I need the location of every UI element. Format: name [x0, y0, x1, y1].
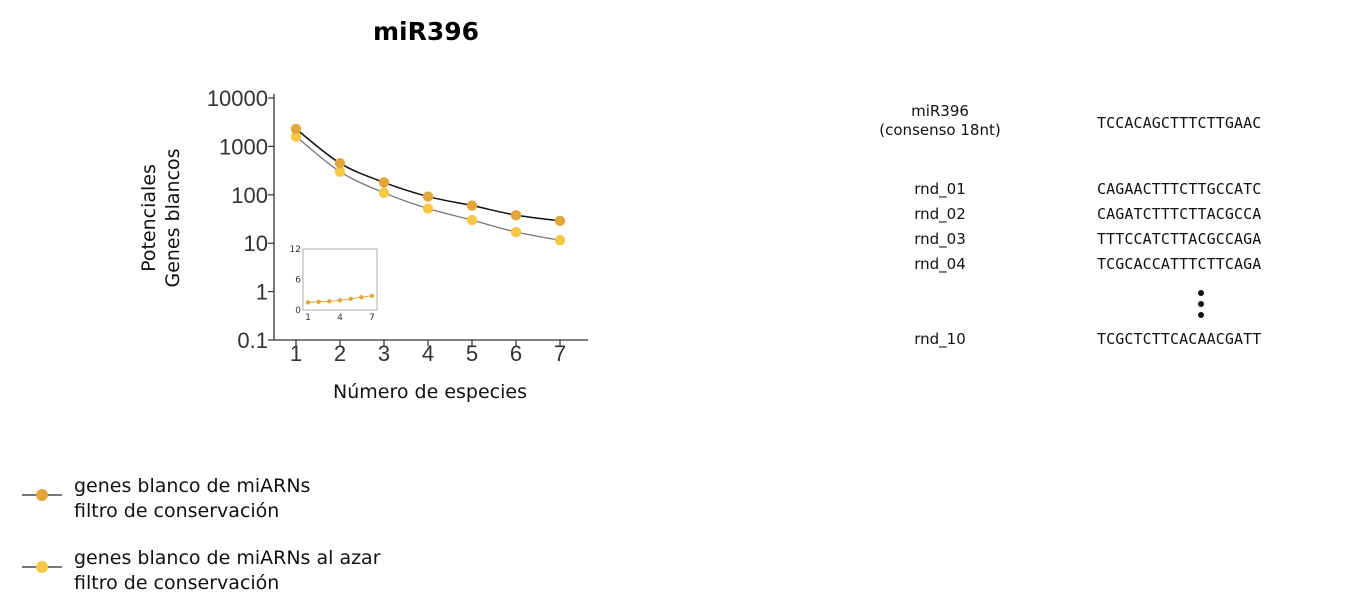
y-axis-label: Potenciales Genes blancos: [138, 148, 184, 287]
legend-dot: [36, 489, 48, 501]
inset-y-tick-label: 12: [290, 245, 301, 255]
inset-x-tick-label: 1: [305, 313, 311, 323]
y-tick-label: 10000: [207, 86, 268, 111]
x-tick-label: 4: [422, 341, 434, 366]
data-point: [422, 191, 434, 202]
x-axis-label: Número de especies: [333, 381, 527, 403]
consensus-note: (consenso 18nt): [879, 121, 1001, 139]
legend-marker: [22, 560, 62, 574]
data-point: [334, 166, 346, 177]
sequence-value: CAGATCTTTCTTACGCCA: [1097, 205, 1262, 223]
sequence-row: rnd_01 CAGAACTTTCTTGCCATC: [860, 180, 1330, 204]
consensus-name: miR396: [911, 102, 969, 120]
sequence-name: rnd_04: [914, 255, 966, 273]
inset-data-point: [337, 298, 343, 303]
x-tick-label: 2: [334, 341, 346, 366]
chart-title: miR396: [373, 17, 479, 46]
data-point: [422, 203, 434, 214]
sequence-name: rnd_03: [914, 230, 966, 248]
inset-chart: 0 6 12 1 4 7: [290, 245, 378, 323]
data-point: [554, 235, 566, 246]
data-point: [290, 123, 302, 135]
data-point: [510, 209, 522, 221]
inset-y-tick-label: 6: [295, 276, 301, 286]
sequence-name: rnd_02: [914, 205, 966, 223]
x-tick-label: 7: [554, 341, 566, 366]
x-tick-label: 6: [510, 341, 522, 366]
data-point: [466, 214, 478, 226]
data-point: [466, 200, 478, 211]
series-layer: [290, 123, 566, 246]
legend-label: genes blanco de miARNs filtro de conserv…: [74, 475, 311, 522]
y-tick-label: 0.1: [237, 328, 268, 353]
inset-y-tick-label: 0: [295, 306, 301, 316]
sequence-name: rnd_01: [914, 180, 966, 198]
sequence-row: rnd_04 TCGCACCATTTCTTCAGA: [860, 255, 1330, 279]
sequence-value: CAGAACTTTCTTGCCATC: [1097, 180, 1262, 198]
sequence-name: rnd_10: [914, 330, 966, 348]
inset-data-point: [327, 299, 332, 304]
inset-data-point: [359, 295, 364, 300]
inset-x-tick-label: 7: [369, 313, 375, 323]
data-point: [334, 157, 346, 169]
y-tick-label: 100: [231, 183, 268, 208]
series-line: [295, 136, 561, 241]
x-tick-label: 3: [378, 341, 390, 366]
data-point: [510, 226, 522, 238]
y-tick-label: 10: [244, 231, 268, 256]
legend-marker: [22, 488, 62, 502]
inset-data-point: [316, 299, 321, 305]
series-random: [290, 131, 566, 246]
x-tick-label: 5: [466, 341, 478, 366]
data-point: [378, 187, 390, 198]
sequence-name-consensus: miR396 (consenso 18nt): [860, 102, 1020, 140]
x-tick-label: 1: [290, 341, 302, 366]
series-conservation: [290, 123, 566, 227]
inset-x-tick-label: 4: [337, 313, 343, 323]
y-tick-label: 1: [256, 280, 268, 305]
data-point: [378, 177, 390, 188]
sequence-value-consensus: TCCACAGCTTTCTTGAAC: [1097, 114, 1262, 132]
inset-data-point: [305, 300, 311, 305]
inset-data-point: [348, 296, 353, 302]
sequence-row-consensus: miR396 (consenso 18nt) TCCACAGCTTTCTTGAA…: [860, 102, 1330, 139]
legend-item-conservation: genes blanco de miARNs filtro de conserv…: [20, 474, 440, 526]
sequence-row-last: rnd_10 TCGCTCTTCACAACGATT: [860, 330, 1330, 354]
sequence-row: rnd_02 CAGATCTTTCTTACGCCA: [860, 205, 1330, 229]
sequence-value: TCGCACCATTTCTTCAGA: [1097, 255, 1262, 273]
sequence-row: rnd_03 TTTCCATCTTACGCCAGA: [860, 230, 1330, 254]
legend-dot: [36, 561, 48, 573]
legend-label: genes blanco de miARNs al azar filtro de…: [74, 547, 381, 594]
y-axis-label-line2: Genes blancos: [162, 148, 184, 287]
sequence-value: TCGCTCTTCACAACGATT: [1097, 330, 1262, 348]
y-tick-label: 1000: [219, 134, 268, 159]
sequence-value: TTTCCATCTTACGCCAGA: [1097, 230, 1262, 248]
legend-item-random: genes blanco de miARNs al azar filtro de…: [20, 546, 440, 598]
data-point: [554, 215, 566, 227]
data-point: [290, 131, 302, 142]
ellipsis-dots: [1198, 290, 1206, 323]
inset-data-point: [369, 293, 375, 298]
y-axis-label-line1: Potenciales: [138, 164, 160, 272]
